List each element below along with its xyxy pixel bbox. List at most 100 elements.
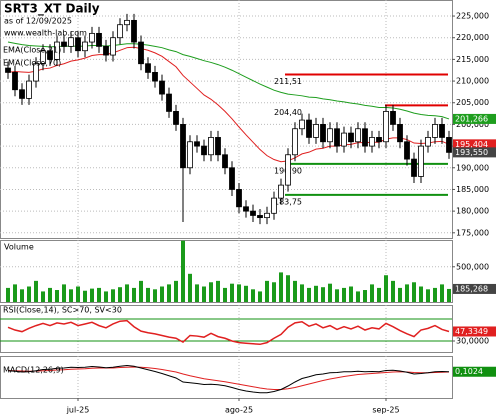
volume-bar [230, 283, 234, 302]
signal-line [7, 366, 450, 390]
last-value-box [453, 366, 496, 377]
candle-body [439, 124, 445, 138]
candle-body [61, 41, 67, 47]
volume-bar [202, 286, 206, 302]
candle-body [390, 111, 396, 125]
panel-frame [0, 305, 453, 353]
legend-entry: EMA(Close,70) [3, 59, 61, 68]
y-tick-label: 225,000 [456, 12, 489, 21]
macd-line [7, 364, 450, 394]
candle-body [47, 50, 53, 60]
candle-body [236, 189, 242, 208]
panel-title: MACD(12,26,9) [3, 366, 64, 375]
volume-bar [237, 284, 241, 302]
candle-body [110, 37, 116, 56]
volume-bar [55, 290, 59, 302]
volume-bar [300, 284, 304, 302]
volume-bar [440, 284, 444, 302]
candle-body [348, 132, 354, 143]
candle-body [187, 141, 193, 169]
candle-body [320, 124, 326, 143]
volume-bar [20, 289, 24, 302]
volume-bar [13, 284, 17, 302]
last-value-box [453, 147, 496, 158]
y-tick-label: 30,0000 [456, 337, 489, 346]
candle-body [278, 184, 284, 199]
candle-body [250, 210, 256, 216]
candle-body [75, 37, 81, 52]
candle-body [173, 111, 179, 125]
candle-body [215, 137, 221, 156]
volume-bar [153, 289, 157, 302]
candle-body [26, 80, 32, 99]
candle-body [418, 145, 424, 177]
x-tick-label: jul-25 [66, 406, 90, 415]
candle-body [54, 41, 60, 60]
volume-bar [272, 282, 276, 302]
y-tick-label: 190,000 [456, 163, 489, 172]
volume-bar [83, 290, 87, 302]
volume-bar [398, 287, 402, 302]
volume-bar [223, 287, 227, 302]
title-box [1, 1, 107, 14]
volume-bar [377, 287, 381, 302]
candle-body [89, 32, 95, 43]
candle-body [306, 119, 312, 138]
chart-title: SRT3_XT Daily [4, 2, 100, 17]
candle-body [222, 154, 228, 169]
source: www.wealth-lab.com [4, 29, 87, 38]
volume-bar [447, 288, 451, 302]
volume-bar [356, 291, 360, 302]
volume-bar [244, 285, 248, 302]
volume-bar [104, 291, 108, 302]
volume-bar [90, 288, 94, 302]
last-value-box [453, 326, 496, 337]
candle-body [432, 124, 438, 138]
volume-bar [216, 280, 220, 302]
volume-bar [426, 289, 430, 302]
volume-bar [34, 280, 38, 302]
volume-bar [279, 272, 283, 302]
candle-body [404, 141, 410, 160]
last-value-box [453, 113, 496, 124]
candle-body [82, 41, 88, 52]
candle-body [166, 93, 172, 112]
candle-body [327, 128, 333, 143]
last-value-label: 0,1024 [455, 367, 483, 376]
candle-body [180, 124, 186, 169]
candle-body [12, 71, 18, 91]
volume-bar [97, 287, 101, 302]
last-value-box [453, 139, 496, 150]
volume-bar [118, 287, 122, 302]
last-value-label: 201,266 [455, 114, 488, 123]
volume-bar [139, 280, 143, 302]
y-tick-label: 210,000 [456, 77, 489, 86]
volume-bar [111, 289, 115, 302]
volume-bar [370, 284, 374, 302]
candle-body [285, 154, 291, 186]
candle-body [334, 128, 340, 147]
volume-bar [307, 287, 311, 302]
volume-bar [391, 280, 395, 302]
volume-bar [48, 287, 52, 302]
ema-line [7, 46, 450, 163]
y-tick-label: 180,000 [456, 207, 489, 216]
candle-body [397, 124, 403, 143]
y-tick-label: 200,000 [456, 120, 489, 129]
candle-body [257, 215, 263, 219]
candle-body [313, 124, 319, 138]
volume-bar [6, 287, 10, 302]
volume-bar [419, 286, 423, 302]
last-value-label: 47,3349 [455, 327, 488, 336]
volume-bar [286, 275, 290, 302]
volume-bar [342, 287, 346, 302]
candle-body [68, 37, 74, 47]
y-tick-label: 185,000 [456, 185, 489, 194]
candle-body [362, 128, 368, 147]
y-tick-label: 500,000 [456, 262, 489, 271]
candle-body [355, 128, 361, 143]
candle-body [117, 24, 123, 39]
candle-body [19, 89, 25, 99]
candle-body [446, 137, 452, 153]
candle-body [271, 197, 277, 214]
